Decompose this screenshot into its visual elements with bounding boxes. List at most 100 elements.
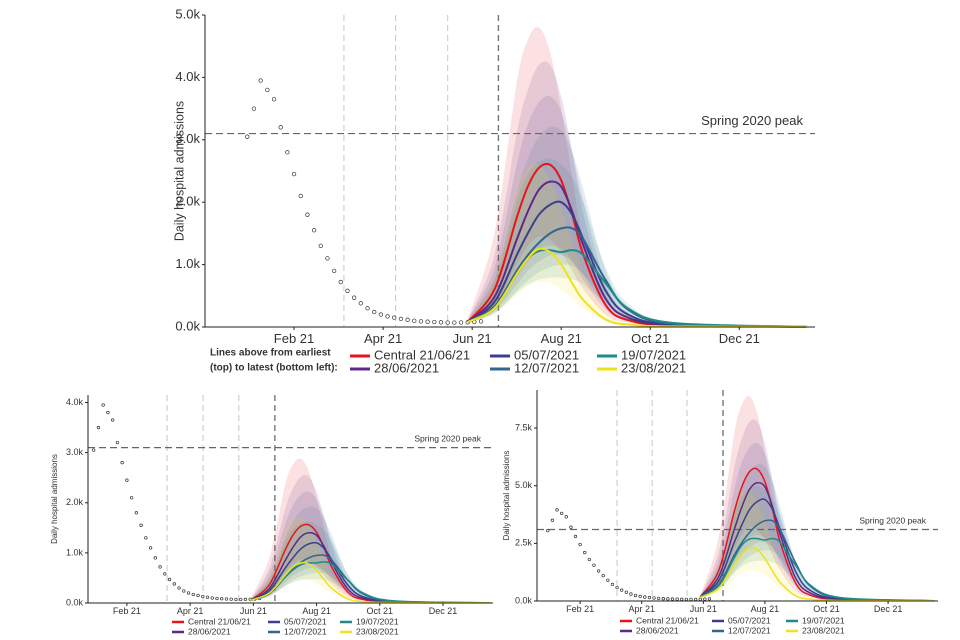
- observed-point: [258, 78, 263, 83]
- legend-label: 05/07/2021: [728, 615, 771, 625]
- observed-point: [392, 315, 397, 320]
- observed-point: [271, 97, 277, 102]
- observed-point: [186, 591, 191, 595]
- observed-point: [601, 573, 605, 578]
- observed-point: [418, 319, 424, 324]
- observed-point: [657, 596, 661, 600]
- observed-point: [215, 596, 219, 601]
- observed-point: [452, 320, 457, 325]
- observed-point: [703, 597, 707, 601]
- reference-label: Spring 2020 peak: [701, 113, 803, 128]
- y-tick-label: 2.0k: [175, 194, 200, 209]
- uncertainty-band: [700, 489, 935, 601]
- uncertainty-band: [250, 458, 491, 603]
- observed-point: [606, 578, 610, 582]
- observed-point: [338, 279, 343, 285]
- observed-point: [693, 597, 698, 601]
- observed-point: [378, 312, 384, 317]
- x-tick-label: Feb 21: [566, 604, 594, 614]
- legend-label: 23/08/2021: [802, 625, 845, 635]
- legend-label: 12/07/2021: [284, 626, 327, 636]
- uncertainty-band: [700, 395, 935, 601]
- observed-point: [445, 320, 450, 325]
- legend-label: 05/07/2021: [284, 616, 327, 626]
- legend-label: 19/07/2021: [802, 615, 845, 625]
- observed-point: [633, 593, 638, 598]
- uncertainty-band: [700, 419, 935, 601]
- uncertainty-band: [700, 485, 935, 601]
- series-line: [249, 523, 491, 604]
- observed-point: [666, 597, 670, 601]
- uncertainty-band: [250, 475, 491, 603]
- observed-point: [698, 597, 702, 601]
- uncertainty-band: [467, 95, 807, 327]
- observed-point: [144, 536, 148, 540]
- uncertainty-band: [700, 464, 935, 601]
- observed-point: [129, 496, 134, 500]
- y-tick-label: 7.5k: [515, 422, 533, 432]
- x-tick-label: Dec 21: [719, 331, 760, 346]
- observed-point: [398, 316, 404, 322]
- series-line: [249, 541, 491, 604]
- observed-point: [191, 592, 195, 597]
- observed-point: [638, 594, 642, 599]
- observed-point: [365, 306, 370, 311]
- series-line: [249, 561, 491, 604]
- observed-point: [331, 268, 337, 273]
- series-line: [467, 180, 807, 328]
- observed-point: [629, 592, 633, 596]
- legend-label: 23/08/2021: [356, 626, 399, 636]
- x-tick-label: Oct 21: [631, 331, 669, 346]
- observed-point: [115, 440, 120, 445]
- observed-point: [265, 87, 270, 93]
- series-line: [699, 467, 935, 602]
- legend-label: 28/06/2021: [636, 625, 679, 635]
- observed-point: [96, 425, 101, 430]
- x-tick-label: Feb 21: [274, 331, 314, 346]
- observed-point: [546, 529, 550, 533]
- observed-point: [372, 309, 377, 315]
- series-line: [467, 226, 807, 328]
- observed-point: [153, 556, 157, 560]
- observed-point: [245, 134, 250, 139]
- observed-point: [615, 585, 619, 590]
- x-tick-label: Feb 21: [113, 606, 141, 616]
- observed-point: [224, 597, 229, 601]
- uncertainty-band: [467, 158, 807, 327]
- series-line: [699, 537, 935, 602]
- observed-point: [564, 515, 568, 519]
- observed-point: [675, 597, 679, 601]
- observed-point: [680, 597, 684, 601]
- observed-point: [163, 572, 167, 576]
- observed-point: [134, 511, 139, 515]
- observed-point: [239, 597, 243, 602]
- observed-point: [291, 171, 297, 177]
- observed-point: [432, 319, 437, 325]
- uncertainty-band: [250, 491, 491, 603]
- observed-point: [592, 563, 596, 567]
- x-tick-label: Apr 21: [628, 604, 655, 614]
- observed-point: [620, 588, 624, 592]
- observed-point: [305, 212, 310, 217]
- observed-point: [325, 256, 330, 261]
- series-line: [467, 247, 807, 328]
- observed-point: [707, 597, 712, 601]
- observed-point: [106, 410, 110, 415]
- observed-point: [578, 542, 582, 547]
- reference-label: Spring 2020 peak: [414, 433, 481, 443]
- x-tick-label: Aug 21: [541, 331, 582, 346]
- legend-label: Central 21/06/21: [636, 615, 699, 625]
- y-tick-label: 2.0k: [66, 497, 84, 507]
- x-tick-label: Dec 21: [874, 604, 903, 614]
- observed-point: [243, 597, 248, 602]
- uncertainty-band: [250, 521, 491, 603]
- panel: Spring 2020 peak 0.0k 1.0k 2.0k 3.0k 4.0k 5.0k…: [172, 6, 815, 375]
- y-axis-label: Daily hospital admissions: [502, 451, 511, 541]
- observed-point: [125, 478, 129, 482]
- observed-point: [205, 595, 210, 599]
- observed-point: [555, 508, 559, 512]
- y-tick-label: 0.0k: [175, 318, 200, 333]
- observed-point: [559, 511, 564, 516]
- y-tick-label: 5.0k: [175, 6, 200, 21]
- x-tick-label: Oct 21: [367, 606, 394, 616]
